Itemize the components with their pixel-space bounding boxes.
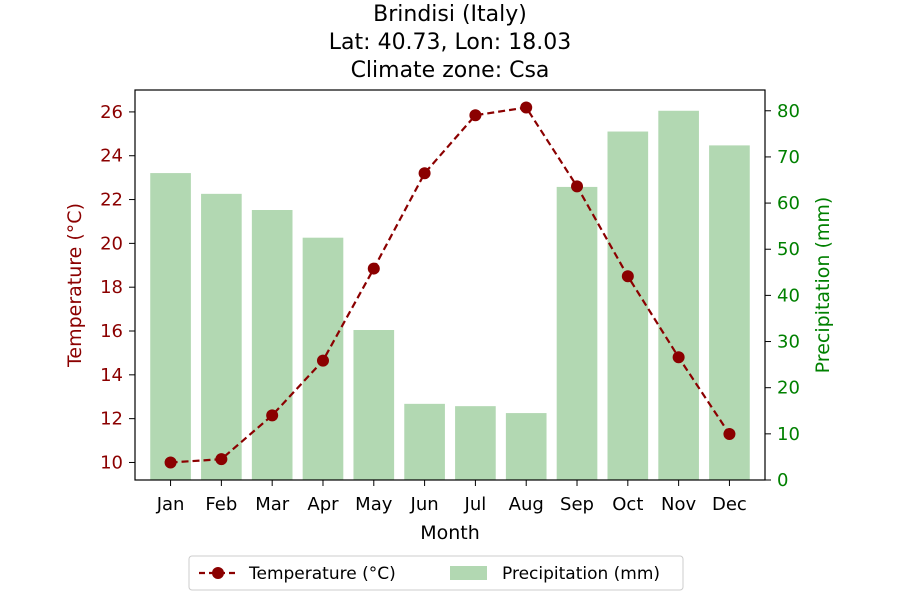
temperature-point-jan [164, 456, 177, 469]
precipitation-bars [150, 110, 750, 481]
temperature-point-jun [418, 167, 431, 180]
x-tick-label-oct: Oct [612, 494, 643, 515]
left-tick-label: 20 [100, 233, 123, 254]
left-tick-label: 26 [100, 102, 123, 123]
precipitation-bar-jul [455, 406, 496, 480]
temperature-line-group [164, 101, 736, 469]
temperature-point-dec [723, 427, 736, 440]
legend-precipitation-label: Precipitation (mm) [502, 564, 660, 584]
left-tick-label: 16 [100, 321, 123, 342]
legend-box [188, 555, 684, 591]
precipitation-bar-aug [505, 413, 547, 480]
left-axis-ticks: 10 12 14 16 18 20 22 24 26 [100, 102, 135, 473]
legend-precipitation-swatch [450, 566, 487, 580]
precipitation-bar-oct [607, 131, 649, 481]
temperature-point-mar [266, 409, 279, 422]
left-tick-label: 18 [100, 277, 123, 298]
left-tick-label: 22 [100, 190, 123, 211]
x-tick-label-aug: Aug [509, 494, 544, 515]
precipitation-bar-sep [556, 186, 598, 480]
x-tick-label-apr: Apr [307, 494, 339, 515]
precipitation-bar-nov [658, 110, 699, 481]
temperature-point-may [367, 262, 380, 275]
right-axis-label: Precipitation (mm) [812, 197, 834, 374]
right-tick-label: 20 [777, 378, 800, 399]
left-tick-label: 12 [100, 409, 123, 430]
right-tick-label: 50 [777, 239, 800, 260]
chart-title-line3: Climate zone: Csa [351, 58, 550, 83]
left-tick-label: 10 [100, 452, 123, 473]
right-tick-label: 10 [777, 424, 800, 445]
x-tick-label-sep: Sep [560, 494, 594, 515]
legend-temperature-marker [212, 567, 224, 579]
right-axis-ticks: 0 10 20 30 40 50 60 70 80 [765, 101, 800, 491]
temperature-point-aug [520, 101, 533, 114]
temperature-series-line [170, 106, 731, 464]
left-tick-label: 14 [100, 365, 123, 386]
x-tick-label-jun: Jun [410, 494, 439, 515]
precipitation-bar-mar [251, 210, 293, 480]
temperature-point-apr [316, 354, 329, 367]
x-tick-label-dec: Dec [712, 494, 747, 515]
chart-title-line2: Lat: 40.73, Lon: 18.03 [329, 30, 571, 55]
plot-frame [134, 89, 766, 481]
precipitation-bar-jun [404, 403, 445, 480]
temperature-point-oct [621, 270, 634, 283]
legend: Temperature (°C) Precipitation (mm) [188, 555, 684, 591]
right-tick-label: 0 [777, 470, 788, 491]
x-axis-ticks: Jan Feb Mar Apr May Jun Jul Aug Sep Oct Nov Dec [156, 480, 747, 515]
x-tick-label-feb: Feb [205, 494, 237, 515]
right-tick-label: 40 [777, 285, 800, 306]
x-axis-label: Month [420, 522, 480, 544]
left-axis-label: Temperature (°C) [64, 203, 86, 368]
x-tick-label-may: May [355, 494, 393, 515]
x-tick-label-jul: Jul [464, 494, 487, 515]
temperature-point-nov [672, 351, 685, 364]
temperature-point-sep [571, 180, 584, 193]
x-tick-label-nov: Nov [661, 494, 696, 515]
right-tick-label: 70 [777, 147, 800, 168]
chart-title-line1: Brindisi (Italy) [373, 2, 527, 27]
right-tick-label: 60 [777, 193, 800, 214]
x-tick-label-jan: Jan [156, 494, 185, 515]
precipitation-bar-feb [201, 193, 242, 480]
precipitation-bar-dec [709, 145, 750, 480]
x-tick-label-mar: Mar [255, 494, 290, 515]
temperature-point-jul [469, 109, 482, 122]
right-tick-label: 30 [777, 332, 800, 353]
right-tick-label: 80 [777, 101, 800, 122]
precipitation-bar-may [353, 330, 395, 480]
legend-temperature-label: Temperature (°C) [248, 564, 396, 584]
temperature-point-feb [215, 453, 228, 466]
precipitation-bar-jan [150, 173, 191, 481]
left-tick-label: 24 [100, 146, 123, 167]
